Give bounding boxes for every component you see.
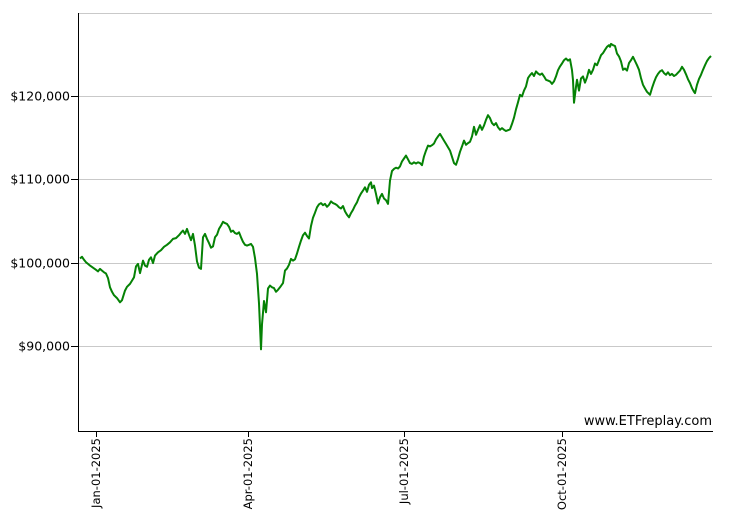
etfreplay-watermark-link[interactable]: www.ETFreplay.com: [584, 414, 712, 429]
x-axis-label: Apr-01-2025: [241, 438, 255, 509]
y-axis-ticks: [71, 96, 78, 347]
x-axis-label: Jan-01-2025: [89, 438, 103, 509]
gridlines: [78, 13, 712, 347]
y-axis-label: $90,000: [18, 339, 70, 354]
x-axis-labels: Jan-01-2025 Apr-01-2025 Jul-01-2025 Oct-01-…: [89, 438, 569, 510]
y-axis-labels: $120,000 $110,000 $100,000 $90,000: [10, 89, 70, 354]
y-axis-label: $120,000: [10, 89, 70, 104]
portfolio-value-line: [79, 42, 712, 351]
x-axis-label: Oct-01-2025: [555, 438, 569, 510]
y-axis-label: $110,000: [10, 172, 70, 187]
y-axis-label: $100,000: [10, 256, 70, 271]
x-axis-label: Jul-01-2025: [397, 438, 411, 505]
